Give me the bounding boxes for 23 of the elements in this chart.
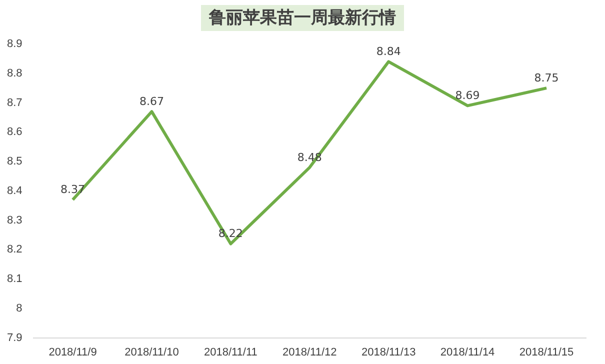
y-tick-label: 8.3 [6, 214, 22, 226]
x-tick-label: 2018/11/12 [282, 346, 337, 358]
data-label: 8.69 [455, 89, 480, 102]
data-label: 8.84 [376, 44, 401, 58]
y-tick-label: 8.5 [6, 156, 22, 168]
y-tick-label: 8.9 [6, 38, 22, 50]
x-tick-label: 2018/11/11 [204, 346, 258, 358]
chart-title: 鲁丽苹果苗一周最新行情 [201, 5, 404, 31]
y-tick-label: 8.8 [6, 67, 22, 80]
y-tick-label: 8.2 [6, 244, 22, 256]
y-tick-label: 8.1 [6, 273, 22, 286]
data-label: 8.75 [534, 71, 559, 84]
y-tick-label: 8.6 [6, 126, 22, 138]
y-tick-label: 7.9 [6, 332, 22, 344]
y-tick-label: 8 [16, 302, 22, 314]
data-label: 8.67 [139, 94, 164, 108]
y-tick-label: 8.4 [6, 184, 22, 197]
y-tick-label: 8.7 [6, 96, 22, 109]
x-tick-label: 2018/11/14 [440, 346, 495, 358]
x-tick-label: 2018/11/9 [48, 346, 97, 358]
x-tick-label: 2018/11/10 [124, 346, 179, 358]
x-tick-label: 2018/11/13 [361, 346, 416, 358]
x-tick-label: 2018/11/15 [519, 346, 574, 358]
